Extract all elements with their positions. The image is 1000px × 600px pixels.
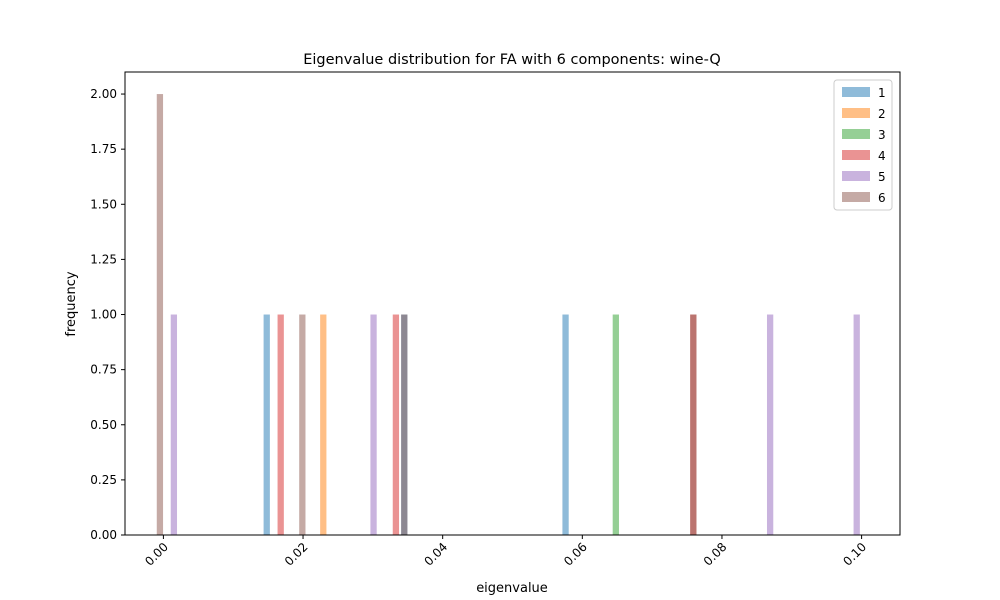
legend-label-1: 1 xyxy=(878,86,886,100)
y-tick-label: 0.25 xyxy=(90,473,117,487)
y-tick-label: 0.75 xyxy=(90,363,117,377)
bar-series-1-3 xyxy=(562,314,569,535)
legend-swatch-1 xyxy=(842,87,870,97)
bar-series-5-3 xyxy=(766,314,774,535)
bar-series-2-1 xyxy=(320,314,327,535)
bar-series-5-2 xyxy=(370,314,377,535)
legend: 1 2 3 4 5 6 xyxy=(833,79,893,211)
bar-series-6-4 xyxy=(690,314,697,535)
bars-layer xyxy=(156,94,860,536)
y-tick-label: 1.75 xyxy=(90,142,117,156)
y-tick-label: 1.00 xyxy=(90,308,117,322)
y-tick-label: 1.25 xyxy=(90,252,117,266)
y-tick-label: 0.50 xyxy=(90,418,117,432)
legend-swatch-5 xyxy=(842,171,870,181)
bar-series-5-4 xyxy=(853,314,860,535)
y-tick-label: 2.00 xyxy=(90,87,117,101)
legend-swatch-6 xyxy=(842,192,870,202)
bar-series-4-2 xyxy=(392,314,400,535)
legend-label-4: 4 xyxy=(878,149,886,163)
bar-series-6-2 xyxy=(299,314,306,535)
y-axis: 0.00 0.25 0.50 0.75 1.00 1.25 1.50 1.75 2.00 xyxy=(90,87,125,542)
y-tick-label: 1.50 xyxy=(90,197,117,211)
legend-label-6: 6 xyxy=(878,191,886,205)
legend-swatch-3 xyxy=(842,129,870,139)
legend-swatch-2 xyxy=(842,108,870,118)
legend-label-5: 5 xyxy=(878,170,886,184)
plot-frame xyxy=(124,71,901,536)
legend-label-3: 3 xyxy=(878,128,886,142)
y-tick-label: 0.00 xyxy=(90,528,117,542)
legend-label-2: 2 xyxy=(878,107,886,121)
legend-swatch-4 xyxy=(842,150,870,160)
chart-title: Eigenvalue distribution for FA with 6 co… xyxy=(303,52,721,68)
bar-series-3-1 xyxy=(612,314,619,535)
bar-series-6-3 xyxy=(401,314,408,535)
y-axis-label: frequency xyxy=(64,271,79,337)
bar-series-6-1 xyxy=(156,94,164,536)
bar-series-1-1 xyxy=(263,314,270,535)
x-axis-label: eigenvalue xyxy=(476,581,548,596)
bar-series-4-1 xyxy=(277,314,284,535)
bar-series-5-1 xyxy=(170,314,178,535)
